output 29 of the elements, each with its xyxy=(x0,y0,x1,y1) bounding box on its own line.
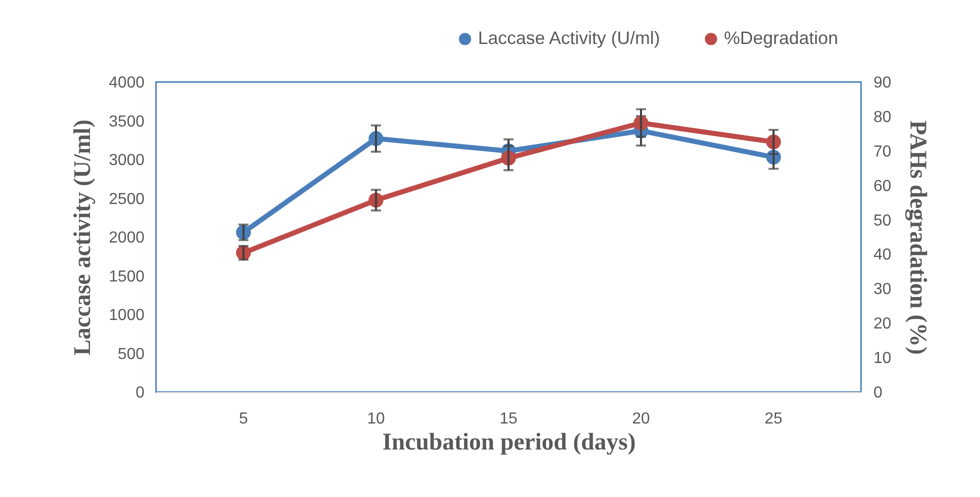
y-axis-title: Laccase activity (U/ml) xyxy=(70,120,96,356)
y-tick-label: 3500 xyxy=(108,113,145,130)
y2-tick-label: 0 xyxy=(874,384,882,402)
y-tick-label: 0 xyxy=(136,384,145,402)
x-tick-label: 20 xyxy=(632,410,650,428)
y2-tick-label: 30 xyxy=(874,281,892,298)
y2-tick-label: 60 xyxy=(874,178,892,195)
x-tick-label: 25 xyxy=(764,410,783,428)
y-tick-label: 4000 xyxy=(108,74,145,92)
y-tick-label: 1500 xyxy=(108,268,145,286)
legend-label: Laccase Activity (U/ml) xyxy=(478,28,660,48)
y2-tick-label: 70 xyxy=(874,143,892,160)
x-tick-label: 5 xyxy=(239,410,248,428)
y2-tick-label: 20 xyxy=(874,316,892,333)
y2-tick-label: 80 xyxy=(874,108,892,126)
x-axis-title: Incubation period (days) xyxy=(382,430,636,456)
y2-tick-label: 10 xyxy=(874,350,892,368)
y2-tick-label: 40 xyxy=(874,246,892,264)
y2-axis-title: PAHs degradation (%) xyxy=(904,120,930,355)
legend-label: %Degradation xyxy=(724,28,838,48)
y-tick-label: 1000 xyxy=(108,307,145,324)
x-tick-label: 15 xyxy=(500,410,518,428)
y-tick-label: 500 xyxy=(118,346,145,363)
x-tick-label: 10 xyxy=(367,410,385,428)
y-tick-label: 3000 xyxy=(108,152,145,169)
y-tick-label: 2000 xyxy=(108,230,145,246)
y2-tick-label: 50 xyxy=(874,212,892,230)
y-tick-label: 2500 xyxy=(108,190,145,208)
y2-tick-label: 90 xyxy=(874,74,892,92)
